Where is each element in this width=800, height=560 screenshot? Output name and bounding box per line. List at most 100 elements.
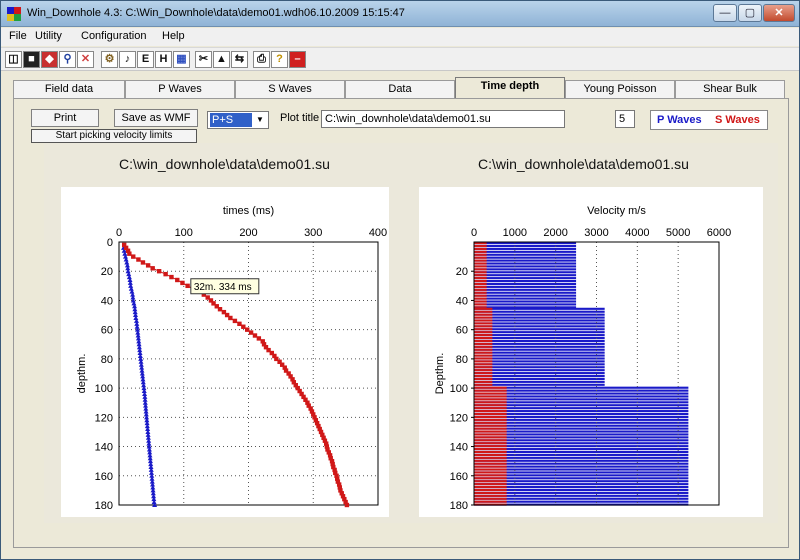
p-velocity-bar [474,303,577,306]
save-disk-icon[interactable]: ■ [23,51,40,68]
time-depth-chart[interactable]: 0 100 200 300 400 0 20 40 60 80 100 120 140 160 180 tim… [61,187,389,517]
print-button[interactable]: Print [31,109,99,127]
s-velocity-bar [474,442,507,445]
cut-scissors-icon[interactable]: ✂ [195,51,212,68]
stop-icon[interactable]: – [289,51,306,68]
p-wave-point [137,347,143,353]
wave-select[interactable]: P+S ▼ [207,111,269,129]
tool-icon[interactable]: ⚙ [101,51,118,68]
velocity-chart[interactable]: 0 1000 2000 3000 4000 5000 6000 20 40 60 80 100 120 1… [419,187,763,517]
tab-shear-bulk[interactable]: Shear Bulk [675,80,785,98]
pick-icon[interactable]: ♪ [119,51,136,68]
p-wave-point [136,344,142,350]
chevron-down-icon[interactable]: ▼ [256,115,264,124]
s-wave-point [136,257,141,262]
s-wave-point [293,382,298,388]
s-velocity-bar [474,244,487,248]
h-letter-icon[interactable]: H [155,51,172,68]
s-wave-point [245,327,250,332]
p-velocity-bar [474,383,605,386]
p-velocity-bar [474,427,689,430]
tab-field-data[interactable]: Field data [13,80,125,98]
tab-time-depth[interactable]: Time depth [455,77,565,99]
s-wave-point [344,502,350,508]
p-wave-point [149,479,155,484]
s-wave-point [333,470,338,476]
p-velocity-bar [474,310,605,313]
s-velocity-bar [474,380,493,383]
e-letter-icon[interactable]: E [137,51,154,68]
p-velocity-bar [474,398,689,401]
close-button[interactable]: ✕ [763,4,795,22]
s-velocity-bar [474,342,493,345]
x-tick-label: 6000 [707,227,731,239]
p-wave-point [139,365,145,370]
maximize-button[interactable]: ▢ [738,4,762,22]
grid-icon[interactable]: ▦ [173,51,190,68]
title-bar[interactable]: Win_Downhole 4.3: C:\Win_Downhole\data\d… [1,1,799,27]
p-velocity-bar [474,418,689,421]
p-velocity-bar [474,374,605,378]
s-velocity-bar [474,300,487,303]
time-depth-svg: 0 100 200 300 400 0 20 40 60 80 100 120 140 160 180 tim… [76,205,387,512]
s-velocity-bar [474,433,507,436]
s-wave-point [324,441,329,446]
p-velocity-bar [474,392,689,395]
tab-s-waves[interactable]: S Waves [235,80,345,98]
start-picking-button[interactable]: Start picking velocity limits [31,129,197,143]
s-wave-point [274,356,279,362]
p-wave-point [131,300,137,306]
p-wave-point [132,309,138,315]
s-velocity-bar [474,477,507,480]
right-chart-title: C:\win_downhole\data\demo01.su [478,156,689,172]
zoom-icon[interactable]: ⚲ [59,51,76,68]
number-input[interactable]: 5 [615,110,635,128]
tab-young-poisson[interactable]: Young Poisson [565,80,675,98]
menu-configuration[interactable]: Configuration [81,30,147,42]
s-velocity-bar [474,303,487,306]
menu-file[interactable]: File [9,30,27,42]
open-folder-icon[interactable]: ◫ [5,51,22,68]
tab-data[interactable]: Data [345,80,455,98]
menu-help[interactable]: Help [162,30,185,42]
tab-p-waves[interactable]: P Waves [125,80,235,98]
triangle-icon[interactable]: ▲ [213,51,230,68]
s-velocity-bar [474,334,493,337]
p-velocity-bar [474,336,605,340]
s-wave-point [121,242,127,248]
x-axis-label: times (ms) [223,205,274,217]
arrows-swap-icon[interactable]: ⇆ [231,51,248,68]
p-wave-point [150,487,156,493]
print-icon[interactable]: ⎙ [253,51,270,68]
p-velocity-bar [474,242,577,245]
p-velocity-bar [474,401,689,404]
s-velocity-bar [474,453,507,456]
cancel-cross-icon[interactable]: ✕ [77,51,94,68]
s-wave-point [330,461,335,467]
p-velocity-bar [474,331,605,334]
s-velocity-bar [474,366,493,369]
p-wave-point [133,312,139,318]
p-velocity-bar [474,348,605,351]
p-wave-point [136,338,142,344]
s-wave-point [332,467,337,473]
save-wmf-button[interactable]: Save as WMF [114,109,198,127]
s-velocity-bar [474,348,493,351]
p-velocity-bar [474,307,605,310]
p-wave-point [145,435,151,440]
p-wave-point [150,484,156,490]
p-velocity-bar [474,380,605,383]
x-tick-label: 300 [304,227,322,239]
s-velocity-bar [474,377,493,381]
plot-title-input[interactable]: C:\win_downhole\data\demo01.su [321,110,565,128]
chart-icon[interactable]: ◆ [41,51,58,68]
help-bulb-icon[interactable]: ? [271,51,288,68]
y-tick-label: 20 [101,266,113,278]
s-wave-point [232,318,238,324]
p-velocity-bar [474,483,689,486]
menu-utility[interactable]: Utility [35,30,62,42]
p-wave-point [130,297,136,303]
y-tick-label: 180 [95,500,113,512]
s-velocity-bar [474,436,507,439]
minimize-button[interactable]: — [713,4,737,22]
